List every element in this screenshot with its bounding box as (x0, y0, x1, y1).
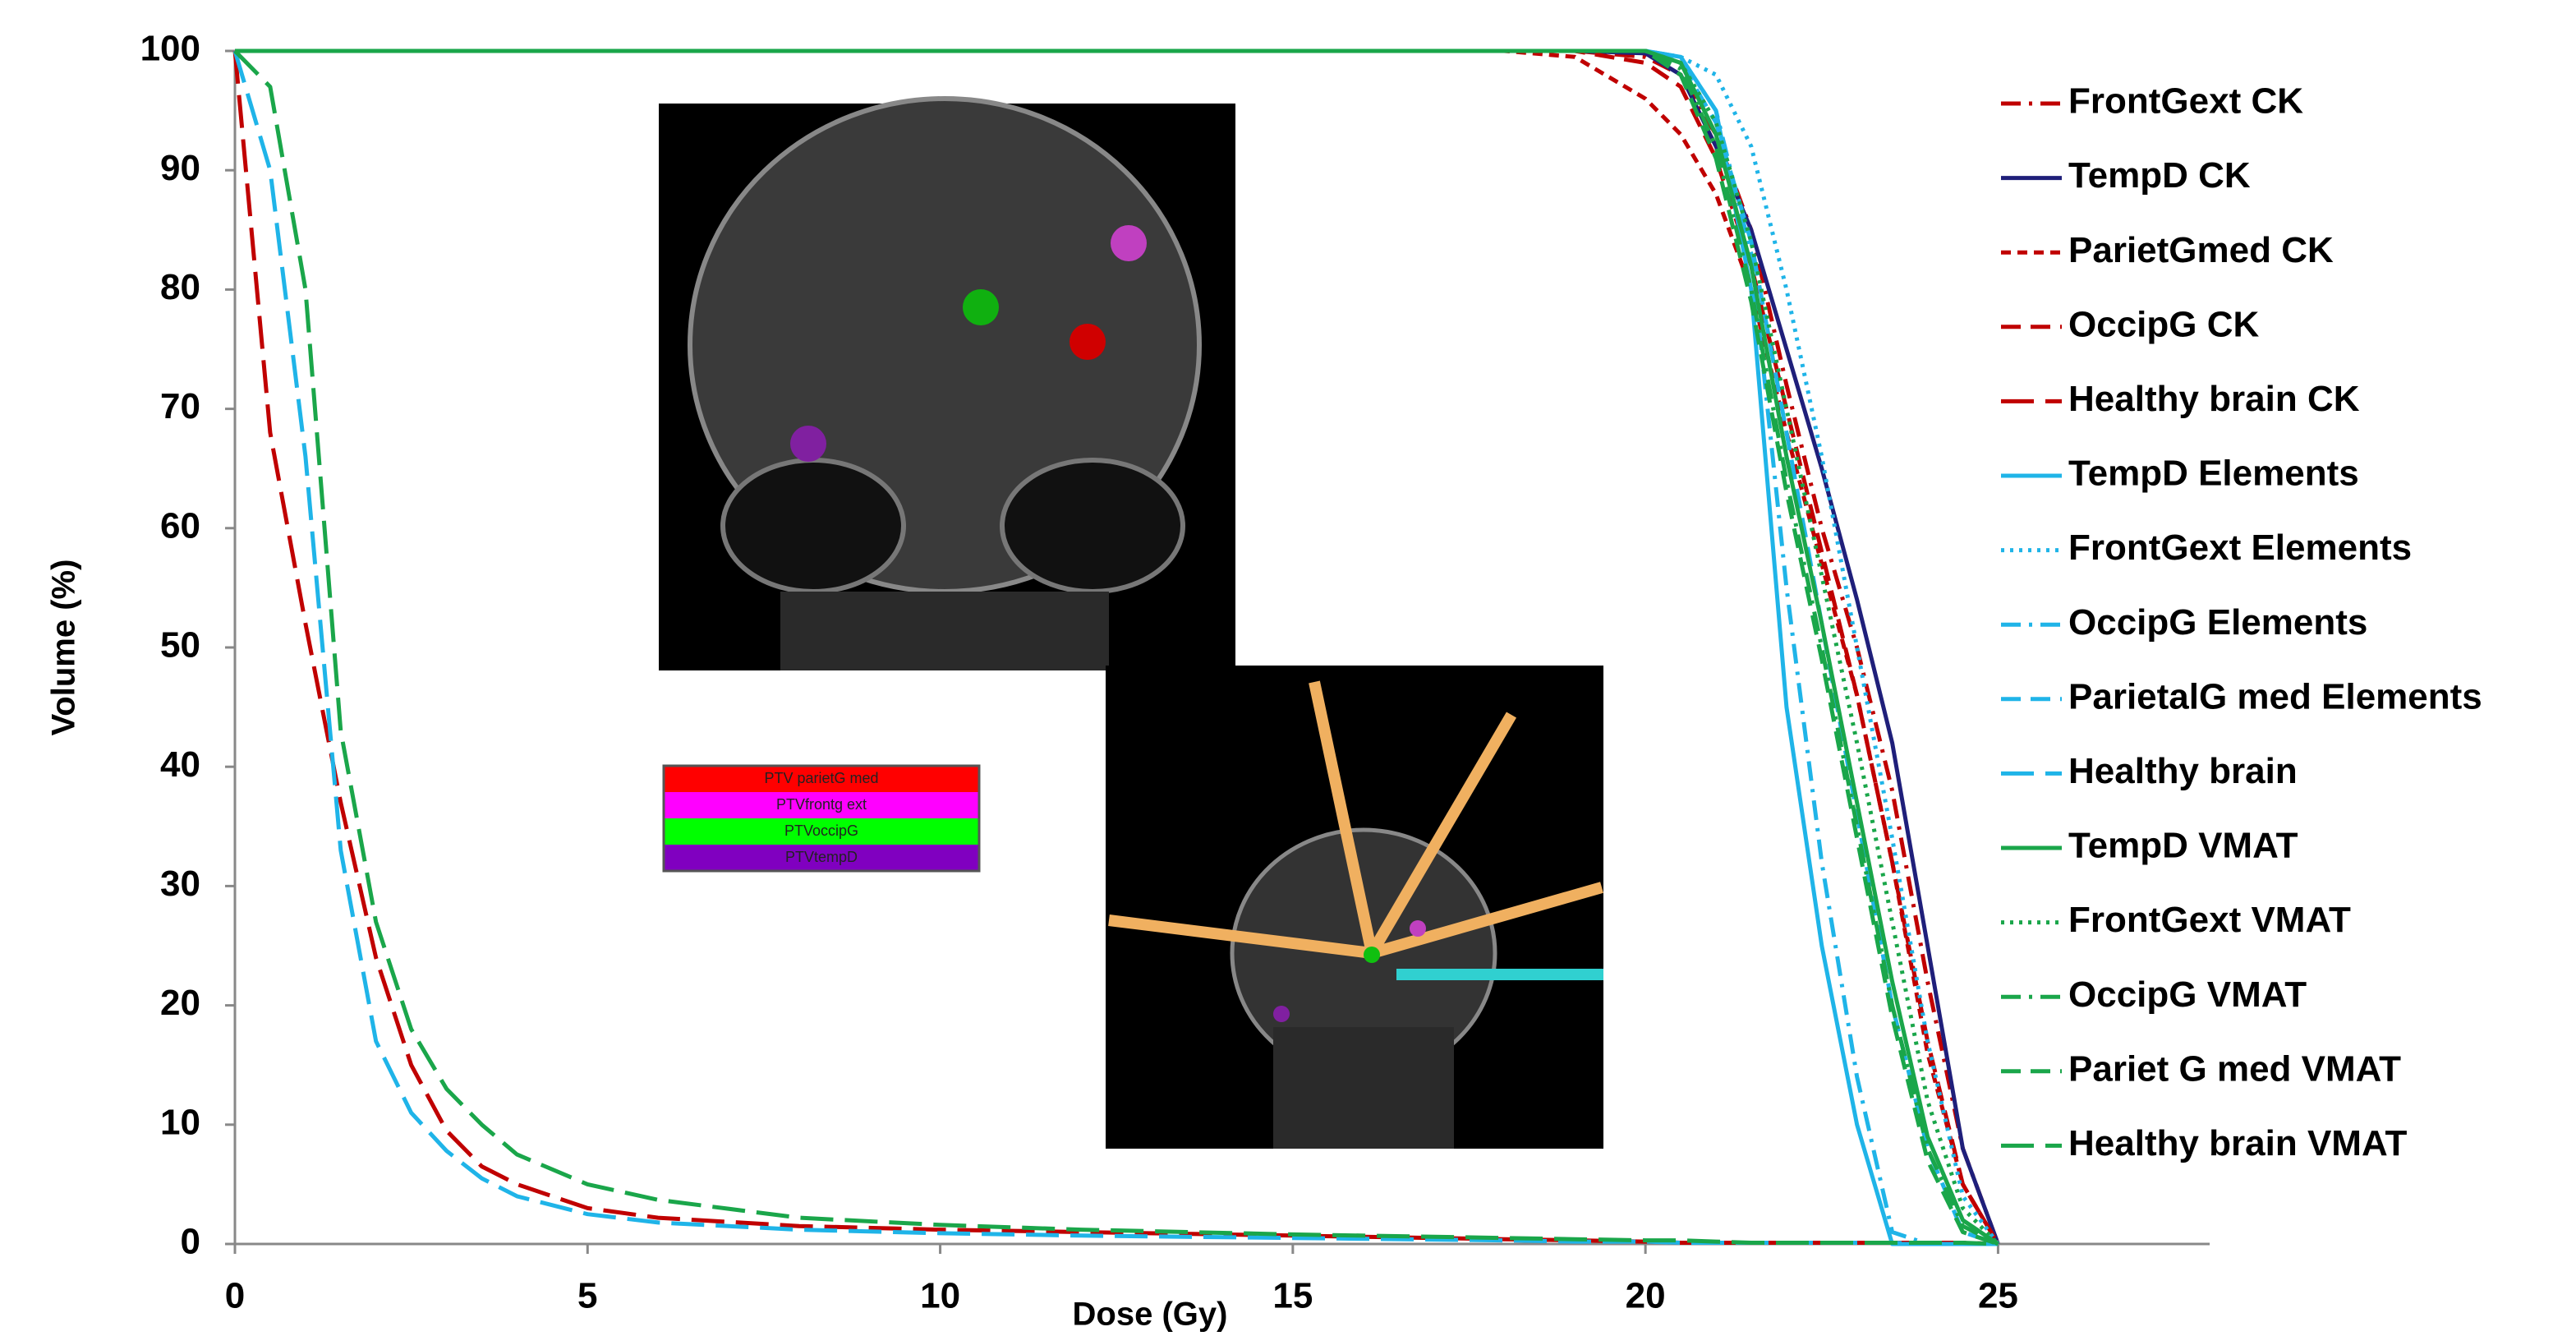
dose-curve (233, 49, 1999, 1246)
legend-label: Healthy brain (2068, 751, 2298, 791)
inset-label: PTVoccipG (784, 822, 858, 839)
legend-label: TempD CK (2068, 155, 2251, 196)
y-tick-label: 0 (181, 1222, 200, 1262)
x-tick-label: 0 (225, 1276, 245, 1316)
legend-label: OccipG CK (2068, 304, 2259, 344)
inset-legend: PTV parietG med PTVfrontg ext PTVoccipG … (662, 764, 981, 873)
inset-label: PTVfrontg ext (776, 796, 867, 813)
legend-label: OccipG VMAT (2068, 974, 2307, 1015)
x-tick-label: 20 (1626, 1276, 1666, 1316)
legend-label: Pariet G med VMAT (2068, 1048, 2401, 1089)
dose-curve (235, 48, 2000, 1246)
legend-label: Healthy brain CK (2068, 379, 2360, 419)
x-axis-title: Dose (Gy) (1073, 1297, 1228, 1332)
y-tick-label: 20 (160, 983, 200, 1023)
legend-label: TempD Elements (2068, 454, 2359, 494)
legend-label: OccipG Elements (2068, 602, 2367, 643)
inset-label: PTVtempD (785, 849, 858, 865)
y-tick-label: 50 (160, 625, 200, 666)
legend-label: ParietalG med Elements (2068, 676, 2482, 716)
y-tick-label: 40 (160, 744, 200, 785)
skull-image (659, 96, 1235, 670)
y-tick-label: 90 (160, 148, 200, 188)
dose-curve (235, 48, 1999, 1246)
legend-label: ParietGmed CK (2068, 230, 2334, 270)
y-tick-label: 100 (140, 29, 200, 69)
y-tick-label: 80 (160, 267, 200, 307)
x-tick-label: 15 (1272, 1276, 1313, 1316)
legend-label: FrontGext VMAT (2068, 900, 2351, 940)
y-tick-label: 70 (160, 386, 200, 426)
beam-image (1106, 666, 1603, 1149)
legend-label: Healthy brain VMAT (2068, 1123, 2407, 1163)
x-tick-label: 10 (920, 1276, 960, 1316)
legend-label: FrontGext Elements (2068, 527, 2412, 568)
y-tick-label: 30 (160, 864, 200, 904)
y-tick-label: 60 (160, 505, 200, 546)
inset-label: PTV parietG med (764, 770, 878, 786)
legend-label: FrontGext CK (2068, 81, 2303, 122)
y-tick-label: 10 (160, 1102, 200, 1142)
legend-label: TempD VMAT (2068, 826, 2298, 866)
x-tick-label: 25 (1978, 1276, 2018, 1316)
x-tick-label: 5 (577, 1276, 597, 1316)
y-axis-title: Volume (%) (46, 560, 82, 736)
